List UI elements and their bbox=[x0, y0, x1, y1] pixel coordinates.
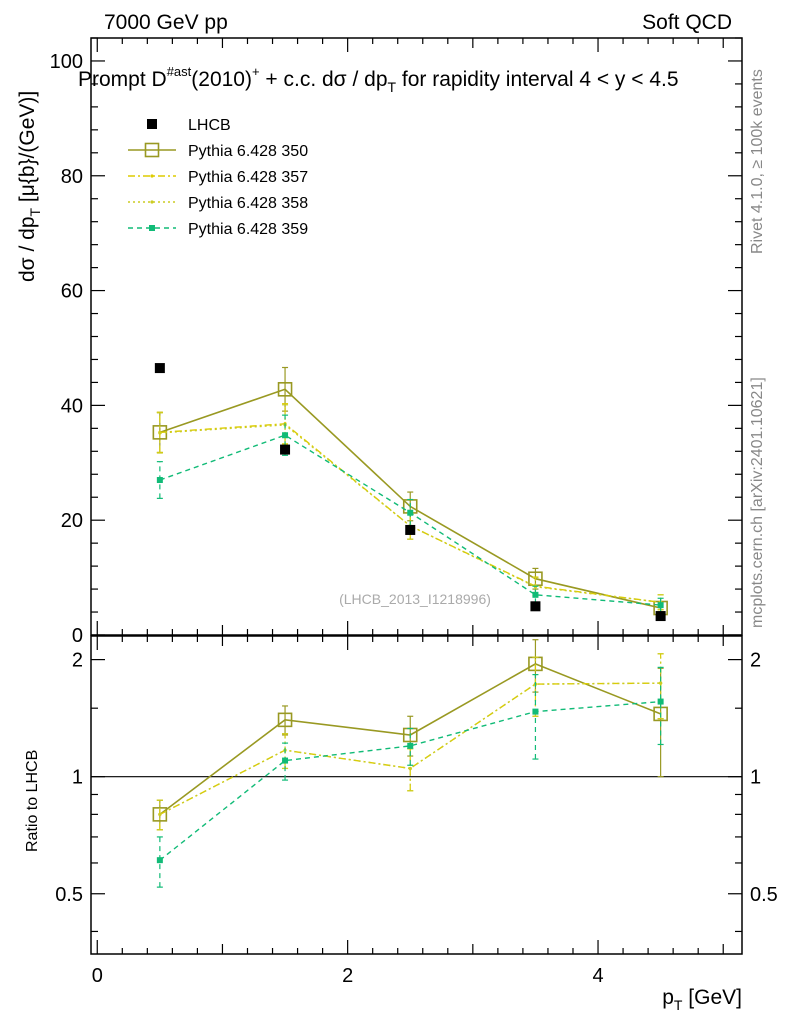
legend-entry-data: LHCB bbox=[147, 117, 231, 134]
ratio-p357-line bbox=[159, 682, 661, 816]
ratio-p358-point bbox=[408, 766, 412, 771]
ratio-y-tick-label-right: 2 bbox=[750, 650, 761, 672]
ratio-p350-point bbox=[277, 712, 293, 728]
ratio-y-tick-label-left: 0.5 bbox=[55, 884, 83, 906]
y-tick-label: 100 bbox=[50, 51, 83, 73]
rivet-version-label: Rivet 4.1.0, ≥ 100k events bbox=[749, 69, 766, 254]
y-tick-label: 40 bbox=[61, 395, 83, 417]
main-data bbox=[154, 363, 666, 622]
x-tick-labels: 0 2 4 bbox=[92, 965, 604, 987]
legend-marker bbox=[144, 142, 160, 158]
ratio-p359-point bbox=[657, 698, 664, 705]
main-p359 bbox=[156, 414, 664, 613]
ratio-y-tick-label-left: 2 bbox=[72, 650, 83, 672]
ratio-p359-point bbox=[532, 708, 539, 715]
main-p359-point bbox=[156, 477, 163, 484]
legend-label: Pythia 6.428 359 bbox=[188, 221, 308, 238]
legend-label: Pythia 6.428 357 bbox=[188, 169, 308, 186]
x-tick-label: 4 bbox=[592, 965, 603, 987]
main-p350-point bbox=[277, 382, 293, 397]
axis-ticks bbox=[91, 37, 742, 954]
legend-marker bbox=[149, 225, 155, 231]
ratio-p359 bbox=[156, 666, 664, 888]
main-p358-point bbox=[158, 431, 162, 435]
legend-label: LHCB bbox=[188, 117, 231, 134]
legend-label: Pythia 6.428 350 bbox=[188, 143, 308, 160]
ratio-y-tick-label-right: 0.5 bbox=[750, 884, 778, 906]
y-tick-labels: 0 20 40 60 80 100 0.5 0.5 1 1 2 2 bbox=[50, 51, 778, 906]
header-right: Soft QCD bbox=[642, 11, 732, 34]
main-data-point bbox=[530, 601, 541, 612]
legend-marker bbox=[150, 200, 154, 204]
plot-title: Prompt D#ast(2010)+ + c.c. dσ / dpT for … bbox=[78, 64, 679, 95]
x-tick-label: 2 bbox=[342, 965, 353, 987]
legend-marker bbox=[150, 174, 154, 178]
main-series-group bbox=[152, 363, 668, 622]
main-p359-point bbox=[407, 509, 414, 516]
mcplots-label: mcplots.cern.ch [arXiv:2401.10621] bbox=[749, 377, 766, 628]
x-tick-label: 0 bbox=[92, 965, 103, 987]
main-y-axis-label: dσ / dpT [μ{b}/(GeV)] bbox=[16, 91, 43, 282]
legend: LHCB Pythia 6.428 350 Pythia 6.428 357 Pyth… bbox=[128, 117, 308, 238]
analysis-watermark: (LHCB_2013_I1218996) bbox=[339, 591, 491, 607]
header-left: 7000 GeV pp bbox=[104, 11, 228, 34]
main-p359-point bbox=[532, 591, 539, 598]
ratio-p359-point bbox=[156, 857, 163, 864]
legend-marker bbox=[147, 119, 157, 129]
y-tick-label: 0 bbox=[72, 625, 83, 647]
main-data-point bbox=[280, 444, 291, 455]
main-p359-point bbox=[657, 602, 664, 609]
y-tick-label: 80 bbox=[61, 166, 83, 188]
legend-entry-p359: Pythia 6.428 359 bbox=[128, 221, 308, 238]
y-tick-label: 20 bbox=[61, 510, 83, 532]
ratio-series-group bbox=[91, 639, 742, 888]
main-data-point bbox=[154, 363, 165, 374]
main-data-point bbox=[655, 611, 666, 622]
legend-label: Pythia 6.428 358 bbox=[188, 195, 308, 212]
ratio-y-tick-label-right: 1 bbox=[750, 767, 761, 789]
ratio-p359-point bbox=[282, 757, 289, 764]
legend-entry-p358: Pythia 6.428 358 bbox=[128, 195, 308, 212]
ratio-p358-point bbox=[659, 681, 663, 685]
ratio-p359-point bbox=[407, 742, 414, 749]
ratio-y-tick-label-left: 1 bbox=[72, 767, 83, 789]
ratio-y-axis-label: Ratio to LHCB bbox=[24, 750, 41, 852]
legend-entry-p357: Pythia 6.428 357 bbox=[128, 169, 308, 186]
main-p350 bbox=[152, 366, 668, 616]
main-p359-point bbox=[282, 432, 289, 439]
y-tick-label: 60 bbox=[61, 281, 83, 303]
main-data-point bbox=[405, 524, 416, 535]
legend-entry-p350: Pythia 6.428 350 bbox=[128, 142, 308, 160]
ratio-p358-point bbox=[158, 812, 162, 816]
x-axis-label: pT [GeV] bbox=[662, 986, 742, 1013]
